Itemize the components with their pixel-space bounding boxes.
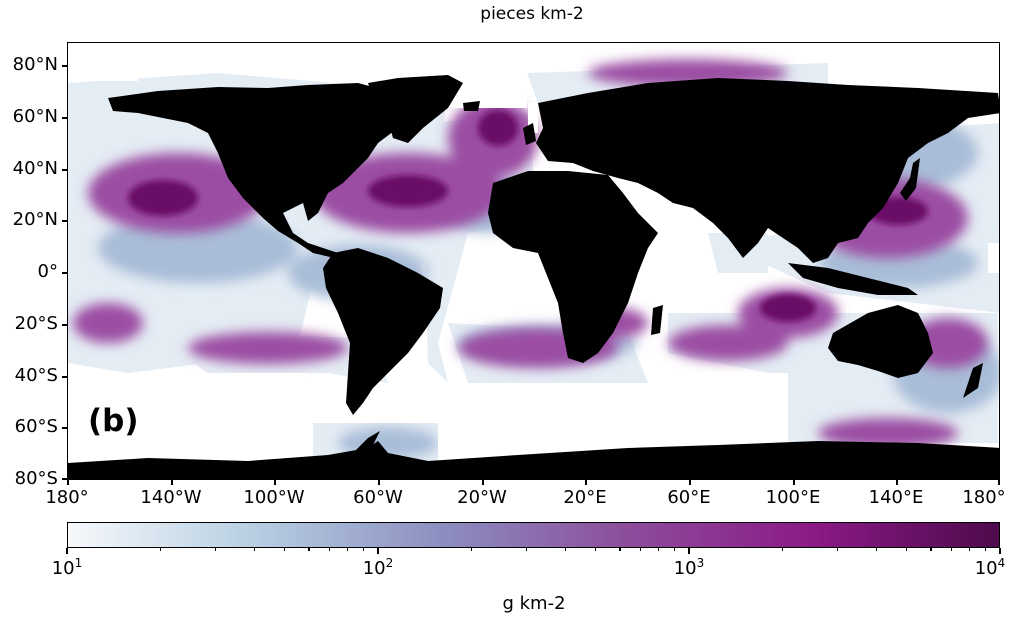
land-north-america: [108, 83, 408, 257]
colorbar-minor-tick: [160, 548, 162, 551]
land-greenland: [368, 75, 463, 143]
x-tick-mark: [171, 480, 173, 485]
x-tick-label: 140°E: [868, 487, 924, 508]
colorbar-major-tick: [377, 548, 379, 554]
colorbar-minor-tick: [640, 548, 642, 551]
x-tick-mark: [482, 480, 484, 485]
x-tick-mark: [274, 480, 276, 485]
land-madagascar: [651, 305, 663, 335]
colorbar-minor-tick: [658, 548, 660, 551]
colorbar-minor-tick: [525, 548, 527, 551]
x-tick-mark: [689, 480, 691, 485]
y-tick-mark: [62, 427, 67, 429]
x-tick-label: 20°W: [457, 487, 507, 508]
colorbar-minor-tick: [308, 548, 310, 551]
y-tick-mark: [62, 478, 67, 480]
colorbar-label-1: 101: [51, 556, 83, 579]
y-tick-label: 0°: [37, 261, 58, 282]
x-tick-mark: [67, 480, 69, 485]
colorbar-minor-tick: [253, 548, 255, 551]
colorbar-minor-tick: [875, 548, 877, 551]
x-tick-label: 60°E: [667, 487, 711, 508]
colorbar-minor-tick: [214, 548, 216, 551]
y-tick-label: 20°N: [12, 209, 58, 230]
colorbar-minor-tick: [619, 548, 621, 551]
land-japan: [900, 158, 920, 201]
land-antarctic-peninsula: [353, 431, 380, 455]
y-tick-label: 60°N: [12, 106, 58, 127]
colorbar-minor-tick: [951, 548, 953, 551]
colorbar-minor-tick: [471, 548, 473, 551]
colorbar: [67, 522, 1000, 548]
y-tick-label: 60°S: [14, 416, 58, 437]
colorbar-title: g km-2: [502, 593, 566, 614]
y-tick-mark: [62, 65, 67, 67]
colorbar-label-3: 103: [673, 556, 705, 579]
world-map: [67, 42, 1000, 480]
land-new-zealand: [963, 363, 983, 398]
colorbar-minor-tick: [347, 548, 349, 551]
land-eurasia: [536, 78, 999, 263]
x-tick-mark: [585, 480, 587, 485]
colorbar-minor-tick: [930, 548, 932, 551]
y-tick-mark: [62, 169, 67, 171]
colorbar-minor-tick: [836, 548, 838, 551]
colorbar-major-tick: [688, 548, 690, 554]
land-masses: [68, 75, 999, 479]
colorbar-minor-tick: [905, 548, 907, 551]
land-south-america: [323, 248, 443, 415]
x-tick-label: 100°E: [765, 487, 821, 508]
colorbar-major-tick: [999, 548, 1001, 554]
y-tick-label: 40°N: [12, 158, 58, 179]
x-tick-label: 180°: [45, 487, 89, 508]
panel-label: (b): [88, 403, 139, 439]
land-antarctica: [68, 441, 999, 479]
land-iceland: [463, 101, 480, 111]
colorbar-minor-tick: [564, 548, 566, 551]
land-australia: [828, 305, 933, 378]
colorbar-minor-tick: [283, 548, 285, 551]
x-tick-label: 60°W: [353, 487, 403, 508]
y-tick-mark: [62, 324, 67, 326]
x-tick-label: 100°W: [243, 487, 305, 508]
colorbar-major-tick: [66, 548, 68, 554]
x-tick-mark: [378, 480, 380, 485]
land-uk: [523, 123, 536, 145]
land-africa: [488, 171, 658, 363]
colorbar-minor-tick: [969, 548, 971, 551]
y-tick-label: 80°N: [12, 54, 58, 75]
colorbar-minor-tick: [985, 548, 987, 551]
y-tick-mark: [62, 272, 67, 274]
y-tick-label: 40°S: [14, 365, 58, 386]
colorbar-minor-tick: [363, 548, 365, 551]
map-canvas: [68, 43, 999, 479]
colorbar-minor-tick: [782, 548, 784, 551]
y-tick-mark: [62, 117, 67, 119]
colorbar-label-2: 102: [362, 556, 394, 579]
y-tick-mark: [62, 220, 67, 222]
land-indonesia: [788, 263, 918, 295]
figure-title: pieces km-2: [480, 4, 584, 24]
colorbar-label-4: 104: [974, 556, 1006, 579]
y-tick-label: 80°S: [14, 468, 58, 489]
x-tick-label: 140°W: [140, 487, 202, 508]
x-tick-label: 20°E: [563, 487, 607, 508]
colorbar-minor-tick: [329, 548, 331, 551]
colorbar-minor-tick: [594, 548, 596, 551]
y-tick-mark: [62, 376, 67, 378]
y-tick-label: 20°S: [14, 313, 58, 334]
x-tick-label: 180°: [962, 487, 1006, 508]
x-tick-mark: [896, 480, 898, 485]
x-tick-mark: [793, 480, 795, 485]
x-tick-mark: [998, 480, 1000, 485]
colorbar-minor-tick: [674, 548, 676, 551]
